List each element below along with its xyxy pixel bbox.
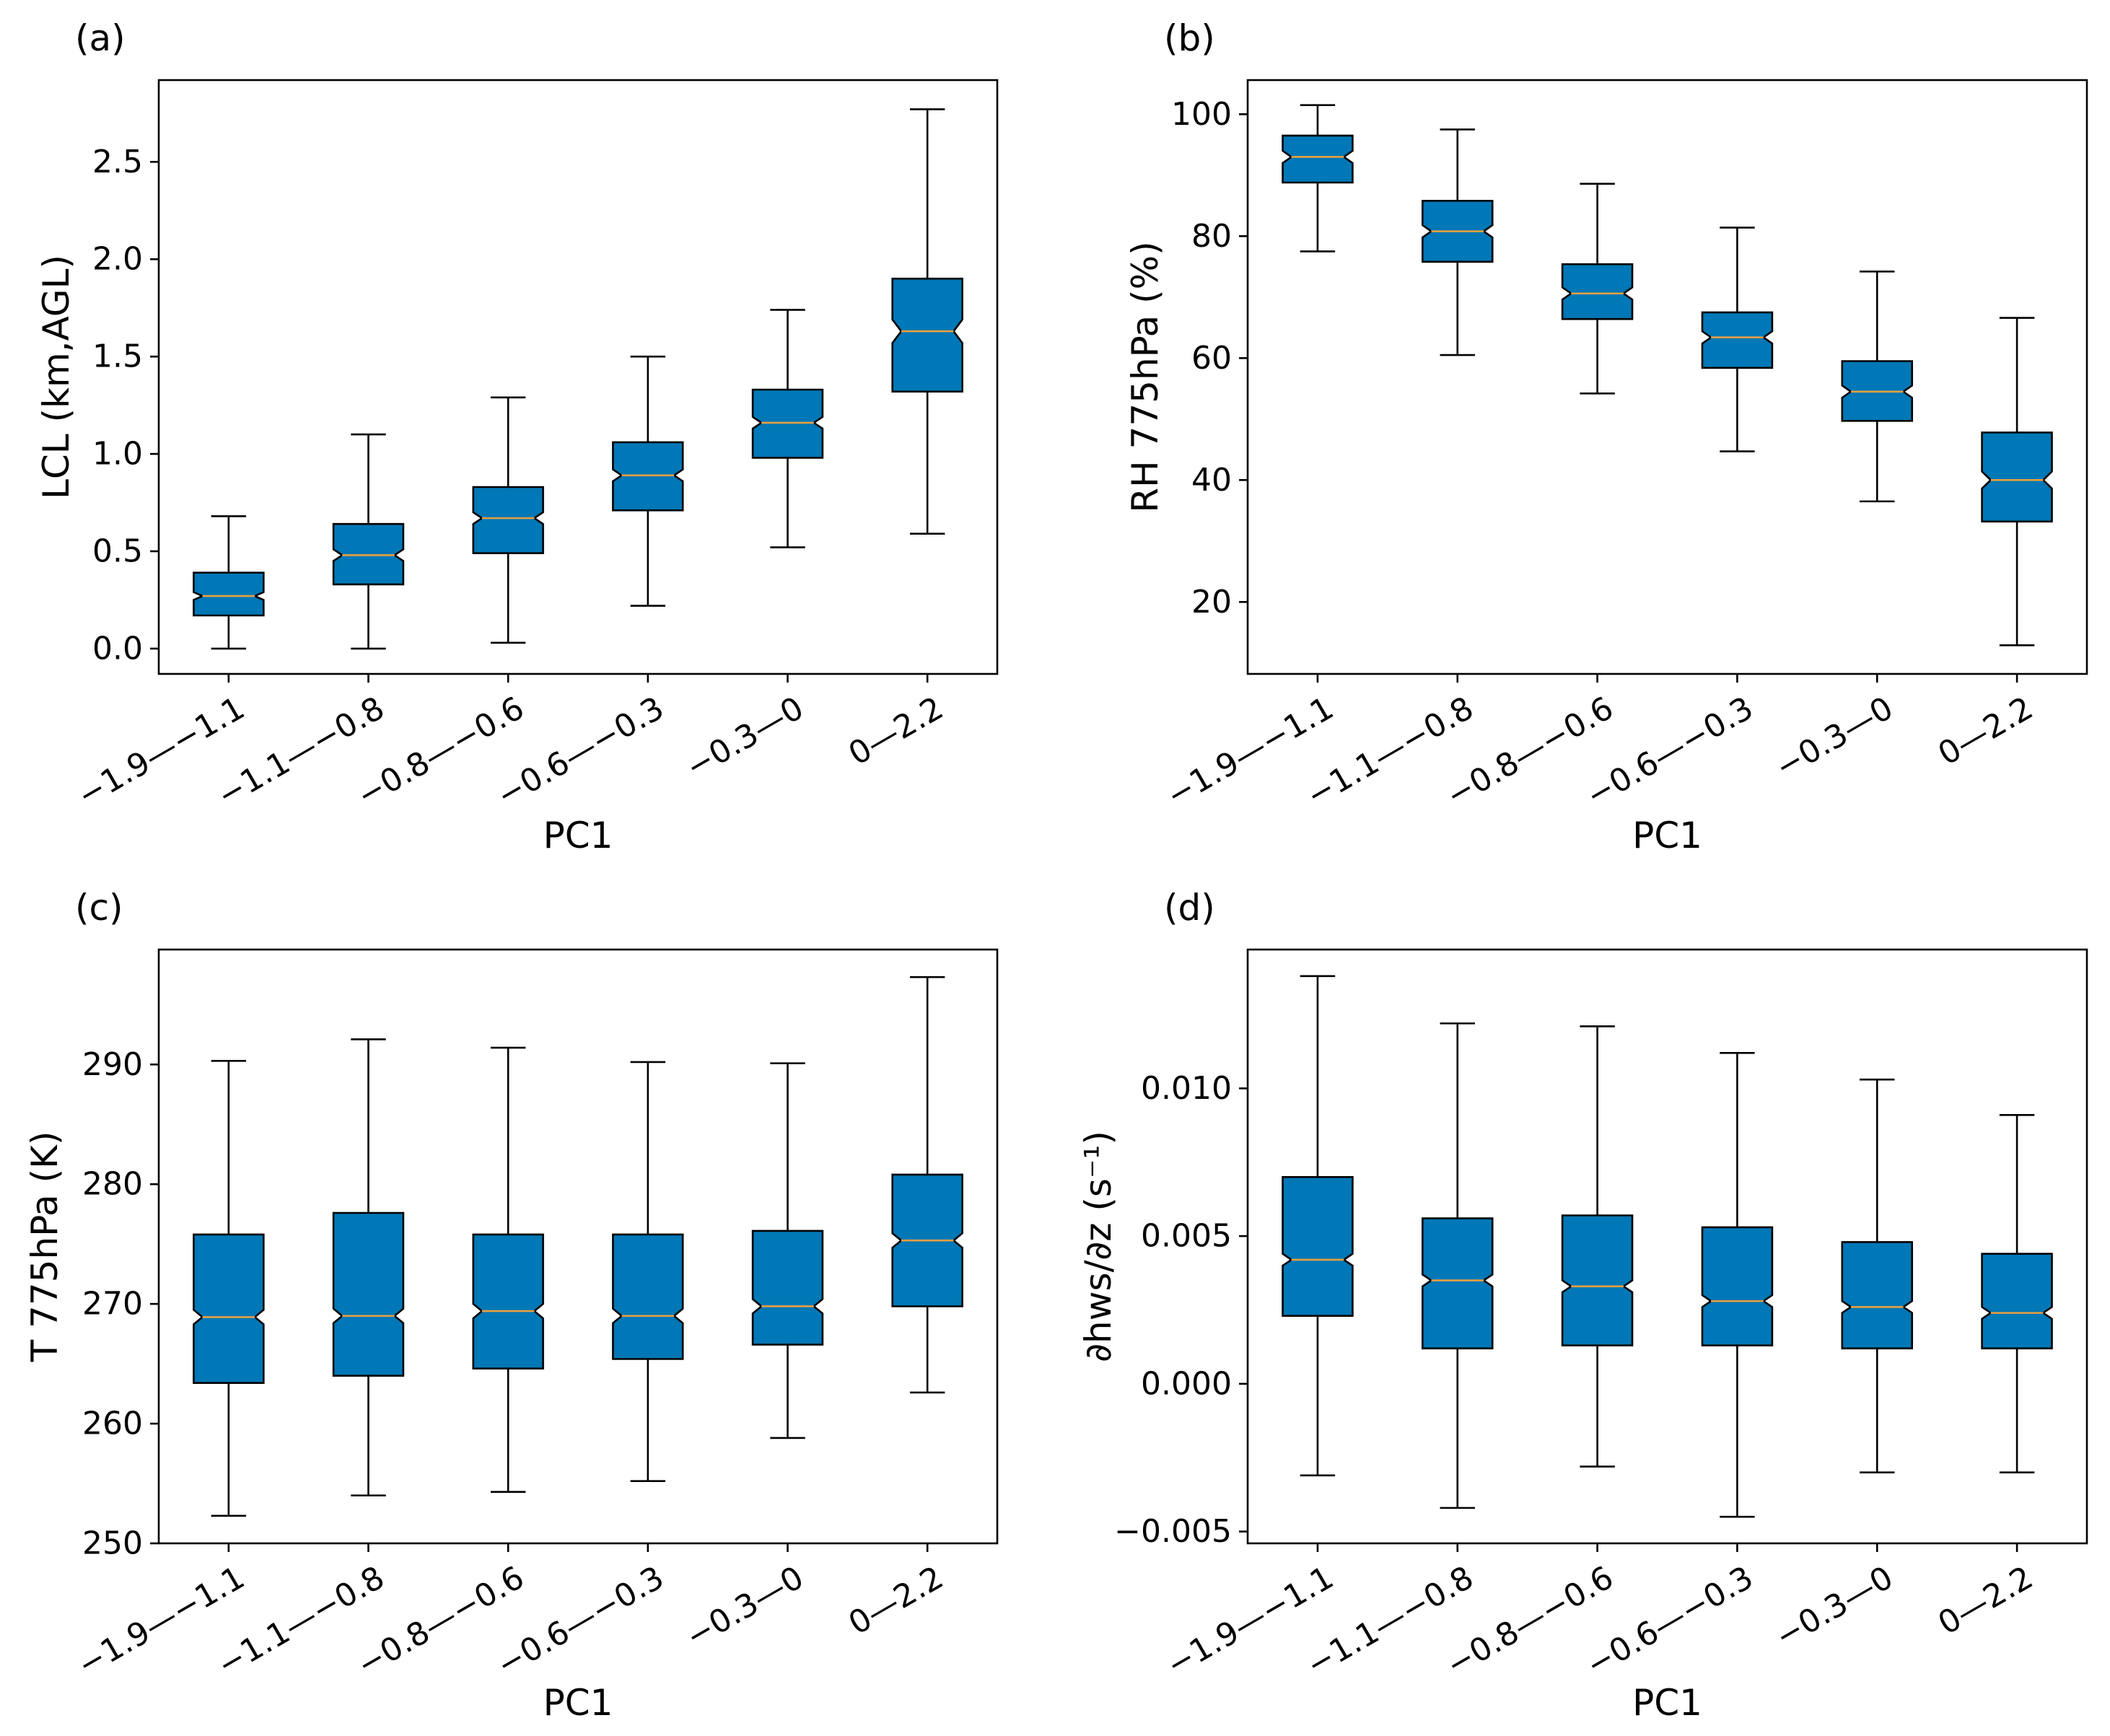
box	[1981, 431, 2053, 523]
y-tick-label: 0.5	[92, 533, 143, 570]
box	[1561, 263, 1634, 320]
box	[891, 277, 963, 393]
box	[1701, 311, 1774, 369]
y-tick-label: 270	[82, 1286, 143, 1323]
axes-frame	[1246, 79, 2088, 675]
x-axis-label: PC1	[1632, 815, 1702, 856]
panel-label: (c)	[75, 887, 123, 929]
x-axis-label: PC1	[543, 815, 613, 856]
panel-label: (d)	[1164, 887, 1215, 929]
y-tick-label: 100	[1171, 96, 1232, 133]
y-tick-label: 60	[1191, 340, 1232, 377]
box	[1282, 1176, 1354, 1317]
y-tick-label: 40	[1191, 462, 1232, 499]
box	[1422, 1217, 1494, 1350]
box	[751, 388, 824, 459]
box	[472, 1233, 544, 1369]
box	[193, 1233, 265, 1384]
box	[1841, 1241, 1913, 1350]
panel-a: (a)0.00.51.01.52.02.5−1.9—−1.1−1.1—−0.8−…	[35, 17, 999, 856]
y-axis-label: LCL (km,AGL)	[35, 255, 77, 499]
y-tick-label: 0.0	[92, 630, 143, 667]
y-tick-label: 290	[82, 1046, 143, 1083]
box	[332, 1211, 405, 1377]
y-tick-label: 280	[82, 1166, 143, 1203]
y-axis-label: ∂hws/∂z (s⁻¹)	[1077, 1131, 1119, 1362]
box	[472, 486, 544, 555]
panel-label: (b)	[1164, 17, 1215, 59]
box	[612, 1233, 684, 1360]
y-tick-label: −0.005	[1114, 1513, 1232, 1550]
axes-frame	[157, 79, 999, 675]
panel-label: (a)	[75, 17, 126, 59]
y-tick-label: 0.000	[1141, 1365, 1232, 1402]
box	[193, 571, 265, 617]
box	[1701, 1226, 1774, 1346]
box	[751, 1229, 824, 1346]
box	[1561, 1214, 1634, 1346]
y-tick-label: 250	[82, 1525, 143, 1562]
axes-frame	[157, 948, 999, 1545]
box	[1282, 134, 1354, 184]
box	[1981, 1253, 2053, 1350]
y-tick-label: 2.0	[92, 241, 143, 278]
box	[332, 522, 405, 586]
y-axis-label: RH 775hPa (%)	[1124, 241, 1166, 512]
box	[612, 441, 684, 512]
x-axis-label: PC1	[1632, 1682, 1702, 1724]
y-tick-label: 0.010	[1141, 1070, 1232, 1107]
y-tick-label: 20	[1191, 584, 1232, 621]
y-tick-label: 80	[1191, 218, 1232, 255]
x-axis-label: PC1	[543, 1682, 613, 1724]
y-tick-label: 2.5	[92, 144, 143, 180]
y-tick-label: 0.005	[1141, 1218, 1232, 1255]
y-tick-label: 1.0	[92, 436, 143, 473]
y-tick-label: 260	[82, 1406, 143, 1442]
y-axis-label: T 775hPa (K)	[24, 1131, 66, 1363]
y-tick-label: 1.5	[92, 338, 143, 375]
axes-frame	[1246, 948, 2088, 1545]
